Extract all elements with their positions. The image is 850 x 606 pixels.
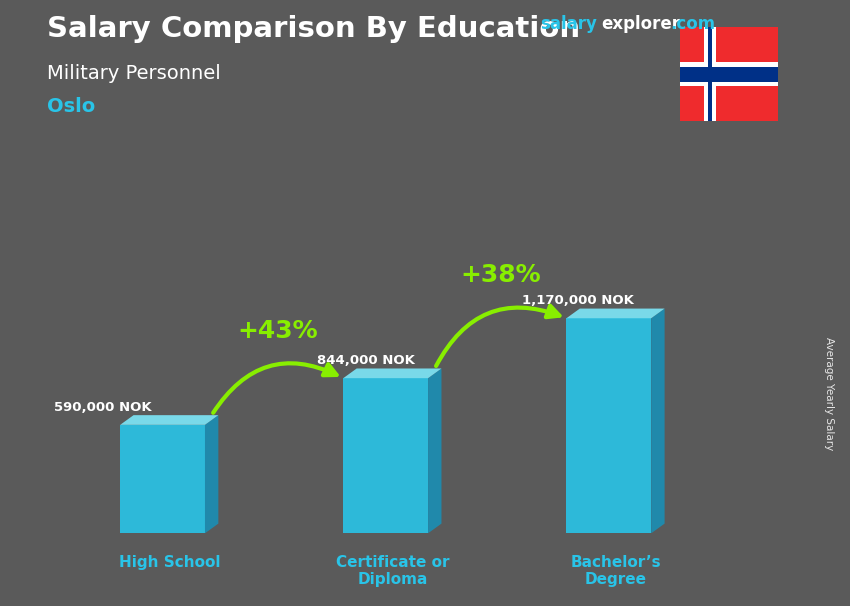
Text: Military Personnel: Military Personnel	[47, 64, 220, 82]
Polygon shape	[651, 308, 665, 533]
Polygon shape	[680, 62, 778, 86]
Text: Oslo: Oslo	[47, 97, 95, 116]
Text: +43%: +43%	[237, 319, 318, 343]
Text: 590,000 NOK: 590,000 NOK	[54, 401, 151, 414]
Text: 844,000 NOK: 844,000 NOK	[317, 355, 415, 367]
Polygon shape	[343, 378, 428, 533]
Polygon shape	[120, 425, 205, 533]
Text: explorer: explorer	[601, 15, 680, 33]
Text: High School: High School	[118, 554, 220, 570]
Text: Salary Comparison By Education: Salary Comparison By Education	[47, 15, 580, 43]
FancyArrowPatch shape	[436, 305, 559, 366]
Text: 1,170,000 NOK: 1,170,000 NOK	[522, 295, 633, 307]
Polygon shape	[566, 318, 651, 533]
Text: Bachelor’s
Degree: Bachelor’s Degree	[570, 554, 660, 587]
Polygon shape	[428, 368, 441, 533]
Text: Certificate or
Diploma: Certificate or Diploma	[336, 554, 449, 587]
Text: Average Yearly Salary: Average Yearly Salary	[824, 338, 834, 450]
Text: salary: salary	[540, 15, 597, 33]
Polygon shape	[205, 415, 218, 533]
Text: +38%: +38%	[461, 263, 541, 287]
Polygon shape	[707, 27, 712, 121]
Polygon shape	[120, 415, 218, 425]
Polygon shape	[566, 308, 665, 318]
Text: .com: .com	[671, 15, 716, 33]
FancyArrowPatch shape	[213, 363, 337, 413]
Polygon shape	[680, 27, 778, 121]
Polygon shape	[705, 27, 716, 121]
Polygon shape	[343, 368, 441, 378]
Polygon shape	[680, 67, 778, 82]
